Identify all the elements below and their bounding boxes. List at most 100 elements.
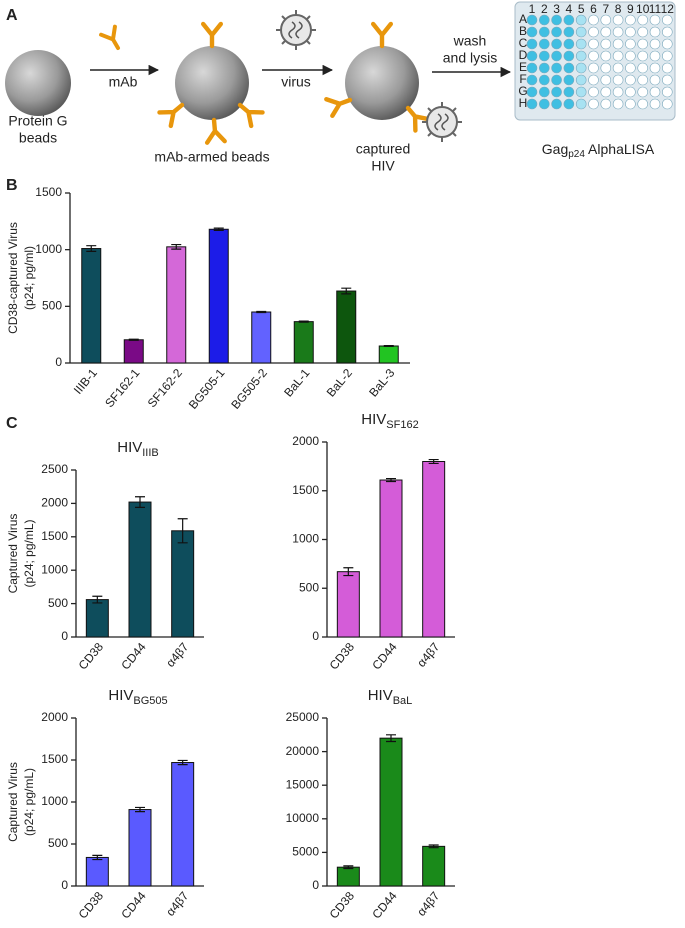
well [563,14,575,26]
well [575,38,587,50]
chart-title: HIVSF162 [361,411,418,431]
well [588,98,599,110]
well [563,62,575,74]
error-bar [298,320,309,323]
bar [85,599,109,638]
well [649,14,661,26]
armed-label: mAb-armed beads [154,149,269,165]
virus [421,101,463,143]
bar [81,248,102,364]
well [637,86,649,98]
y-tick-label: 1500 [41,529,68,543]
x-tick-label: CD44 [118,889,149,922]
step-label: mAb [109,74,138,90]
bar [123,339,144,364]
readout-main: Gag [542,141,568,157]
well [538,62,550,74]
x-tick-label: CD44 [118,640,149,673]
well [538,86,550,98]
chart-title: HIVIIIB [117,439,159,459]
well [661,38,673,50]
well [612,50,624,62]
title-main: HIV [108,687,133,704]
bar [171,762,195,887]
plate-col-label: 7 [602,2,609,16]
captured-label: HIV [371,158,395,174]
antibody [99,24,127,54]
y-tick-label: 5000 [292,845,319,859]
bar [336,290,357,364]
well [575,86,587,98]
well [563,38,575,50]
plate-col-label: 9 [627,2,634,16]
well [526,74,538,86]
well [551,38,562,50]
well [649,38,661,50]
y-tick-label: 500 [48,596,68,610]
well [612,26,624,38]
y-tick-label: 1500 [41,752,68,766]
well [575,74,587,86]
y-tick-label: 1500 [35,185,62,199]
well [625,74,636,86]
well [588,14,599,26]
x-tick-label: CD44 [369,889,400,922]
well [637,62,649,74]
error-bar [135,496,145,509]
plate-row-label: B [519,24,527,38]
y-tick-label: 1000 [35,242,62,256]
well [600,26,612,38]
bar [166,246,187,364]
panel-label: A [6,7,18,24]
readout-label: Gagp24 AlphaLISA [542,141,655,160]
bar [128,501,152,638]
beads-label: beads [19,130,57,146]
well [526,38,538,50]
title-main: HIV [117,439,142,456]
bar [293,321,314,364]
plate-row-label: D [519,48,528,62]
well [649,26,661,38]
y-tick-label: 10000 [286,811,320,825]
y-tick-label: 0 [55,355,62,369]
well [551,14,562,26]
y-axis-label: CD38-captured Virus [6,222,20,334]
readout-rest: AlphaLISA [585,141,655,157]
virus [275,9,317,51]
plate-col-label: 5 [578,2,585,16]
well [575,98,587,110]
bar [128,809,152,887]
well [625,38,636,50]
well [588,26,599,38]
error-bar [343,865,354,870]
well [637,38,649,50]
well [625,50,636,62]
well [637,26,649,38]
error-bar [256,310,267,314]
well [612,14,624,26]
antibody [203,24,221,46]
y-tick-label: 1000 [292,532,319,546]
plate-col-label: 3 [553,2,560,16]
well [600,86,612,98]
bar [251,311,272,364]
well [661,98,673,110]
plate-col-label: 12 [661,2,675,16]
y-tick-label: 1000 [41,562,68,576]
bar [379,479,403,638]
well [563,50,575,62]
y-tick-label: 500 [42,299,62,313]
x-tick-label: CD38 [327,640,358,673]
antibody [373,24,391,46]
well [600,50,612,62]
plate-col-label: 10 [636,2,650,16]
well [625,14,636,26]
well [625,86,636,98]
y-axis-label: (p24; pg/mL) [22,519,36,587]
well [661,14,673,26]
y-tick-label: 0 [61,878,68,892]
well [612,86,624,98]
well [600,38,612,50]
